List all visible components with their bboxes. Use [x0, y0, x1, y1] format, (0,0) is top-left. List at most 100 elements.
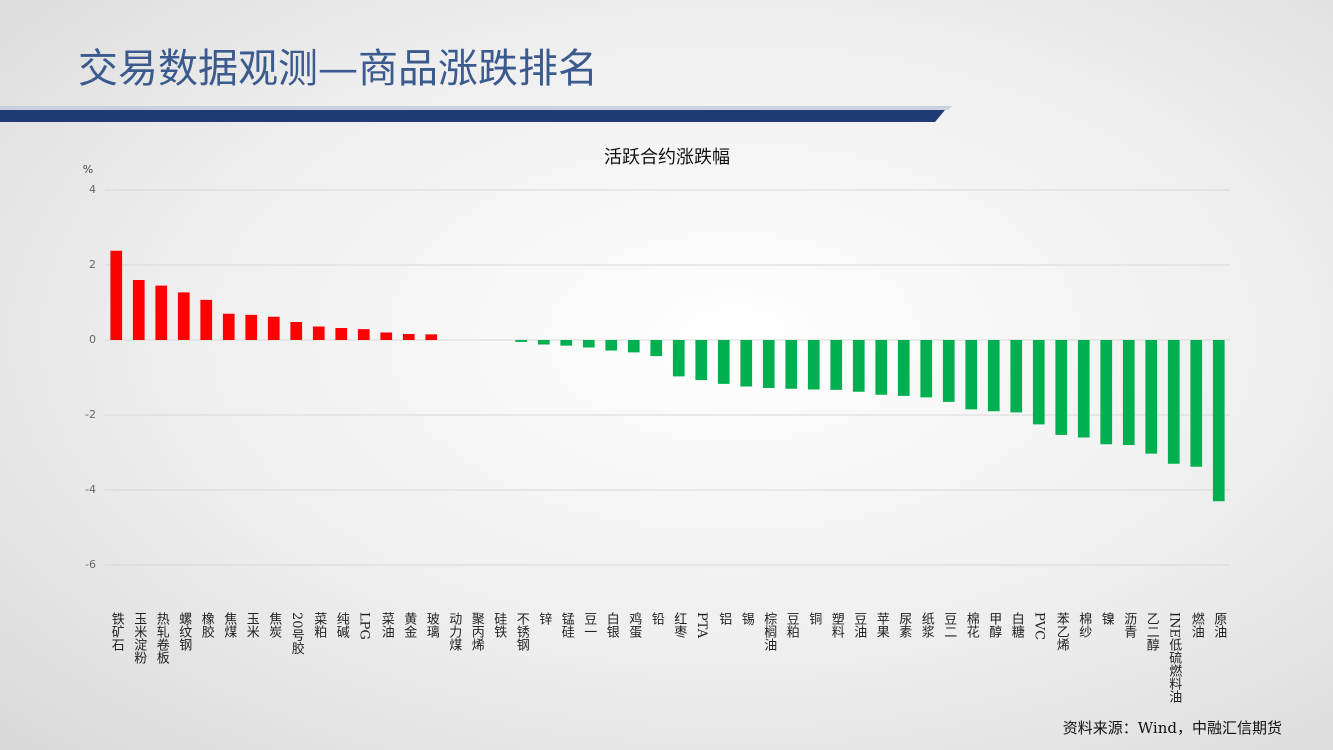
chart-title: 活跃合约涨跌幅: [604, 147, 730, 168]
bar: [740, 340, 753, 387]
bar: [380, 332, 393, 340]
x-tick-label: 锌: [536, 612, 552, 625]
source-note: 资料来源：Wind，中融汇信期货: [1063, 719, 1282, 737]
bar: [1077, 340, 1090, 438]
bar: [1145, 340, 1158, 454]
x-tick-label: 苯乙烯: [1054, 612, 1070, 651]
x-tick-label: 塑料: [829, 612, 845, 638]
x-tick-label: 铝: [716, 612, 732, 625]
x-tick-label: 豆粕: [784, 612, 800, 638]
x-tick-label: 原油: [1211, 612, 1227, 638]
bar: [515, 340, 528, 342]
bar: [560, 340, 573, 346]
y-tick-label: 2: [89, 258, 96, 271]
x-tick-label: 棉花: [964, 612, 980, 639]
x-tick-label: 聚丙烯: [469, 612, 485, 651]
bar: [695, 340, 708, 381]
y-tick-label: -2: [85, 408, 96, 421]
x-tick-label: 玉米淀粉: [131, 612, 147, 664]
bar: [762, 340, 775, 388]
x-tick-label: 尿素: [896, 612, 912, 638]
bar: [605, 340, 618, 351]
x-tick-label: 纯碱: [334, 612, 350, 638]
bar: [245, 314, 258, 340]
bar: [650, 340, 663, 357]
bar: [155, 285, 168, 340]
bar: [132, 280, 145, 340]
x-tick-label: 玉米: [244, 612, 260, 638]
bar: [830, 340, 843, 390]
bar: [717, 340, 730, 384]
x-tick-label: 豆油: [851, 612, 867, 638]
x-tick-label: 黄金: [401, 612, 417, 638]
bar: [987, 340, 1000, 412]
x-tick-label: 玻璃: [424, 612, 440, 638]
bar: [897, 340, 910, 396]
bar: [1100, 340, 1113, 445]
bar: [852, 340, 865, 392]
y-unit: %: [83, 163, 93, 176]
bar: [965, 340, 978, 410]
bar: [785, 340, 798, 389]
title-band: [0, 110, 945, 122]
x-tick-label: 燃油: [1189, 611, 1205, 638]
bar: [177, 292, 190, 340]
x-tick-label: 鸡蛋: [626, 611, 642, 639]
x-tick-label: 纸浆: [919, 612, 935, 638]
x-tick-label: 锰硅: [559, 612, 575, 638]
bar: [312, 326, 325, 340]
x-tick-label: 豆二: [941, 612, 957, 638]
x-tick-label: 动力煤: [446, 612, 462, 651]
bar: [267, 316, 280, 340]
x-tick-label: 铅: [649, 612, 665, 625]
y-tick-label: -6: [85, 558, 96, 571]
x-tick-label: 苹果: [874, 612, 890, 638]
bar: [290, 322, 303, 340]
x-tick-label: 红枣: [671, 611, 687, 638]
x-tick-label: 硅铁: [491, 612, 507, 638]
x-tick-label: INE低硫燃料油: [1166, 612, 1182, 703]
bar: [357, 329, 370, 340]
bar: [110, 250, 123, 340]
x-tick-label: 菜油: [379, 612, 395, 638]
x-tick-label: 棉纱: [1076, 612, 1092, 638]
x-tick-label: 铁矿石: [109, 612, 125, 651]
x-tick-label: 甲醇: [986, 612, 1002, 638]
bar: [942, 340, 955, 402]
bar: [335, 328, 348, 340]
x-tick-label: 橡胶: [199, 612, 215, 639]
bar: [222, 313, 235, 340]
bar: [1055, 340, 1068, 435]
x-tick-label: 白糖: [1009, 611, 1025, 639]
x-tick-label: 镍: [1099, 612, 1115, 625]
x-tick-label: 豆一: [581, 612, 597, 638]
bar: [875, 340, 888, 395]
y-tick-label: 4: [89, 183, 96, 196]
x-tick-label: 不锈钢: [514, 612, 530, 652]
x-tick-label: 沥青: [1121, 612, 1137, 638]
x-tick-label: PTA: [694, 612, 709, 639]
bar: [402, 334, 415, 340]
x-tick-label: 白银: [604, 611, 620, 638]
x-tick-label: 锡: [739, 612, 755, 625]
x-tick-label: 螺纹钢: [176, 612, 192, 652]
x-tick-label: PVC: [1031, 612, 1046, 640]
bar: [537, 340, 550, 345]
x-tick-label: LPG: [356, 612, 371, 640]
bar: [425, 334, 438, 340]
x-tick-label: 铜: [806, 612, 822, 625]
bar: [200, 299, 213, 340]
x-tick-label: 乙二醇: [1144, 612, 1160, 651]
bar: [920, 340, 933, 398]
y-tick-label: -4: [85, 483, 96, 496]
bar: [1190, 340, 1203, 467]
bar: [1212, 340, 1225, 502]
x-tick-label: 20号胶: [289, 612, 305, 656]
bar: [807, 340, 820, 390]
title-band-light: [0, 106, 952, 110]
bar: [672, 340, 685, 377]
bar: [582, 340, 595, 348]
x-tick-label: 菜粕: [311, 612, 327, 638]
